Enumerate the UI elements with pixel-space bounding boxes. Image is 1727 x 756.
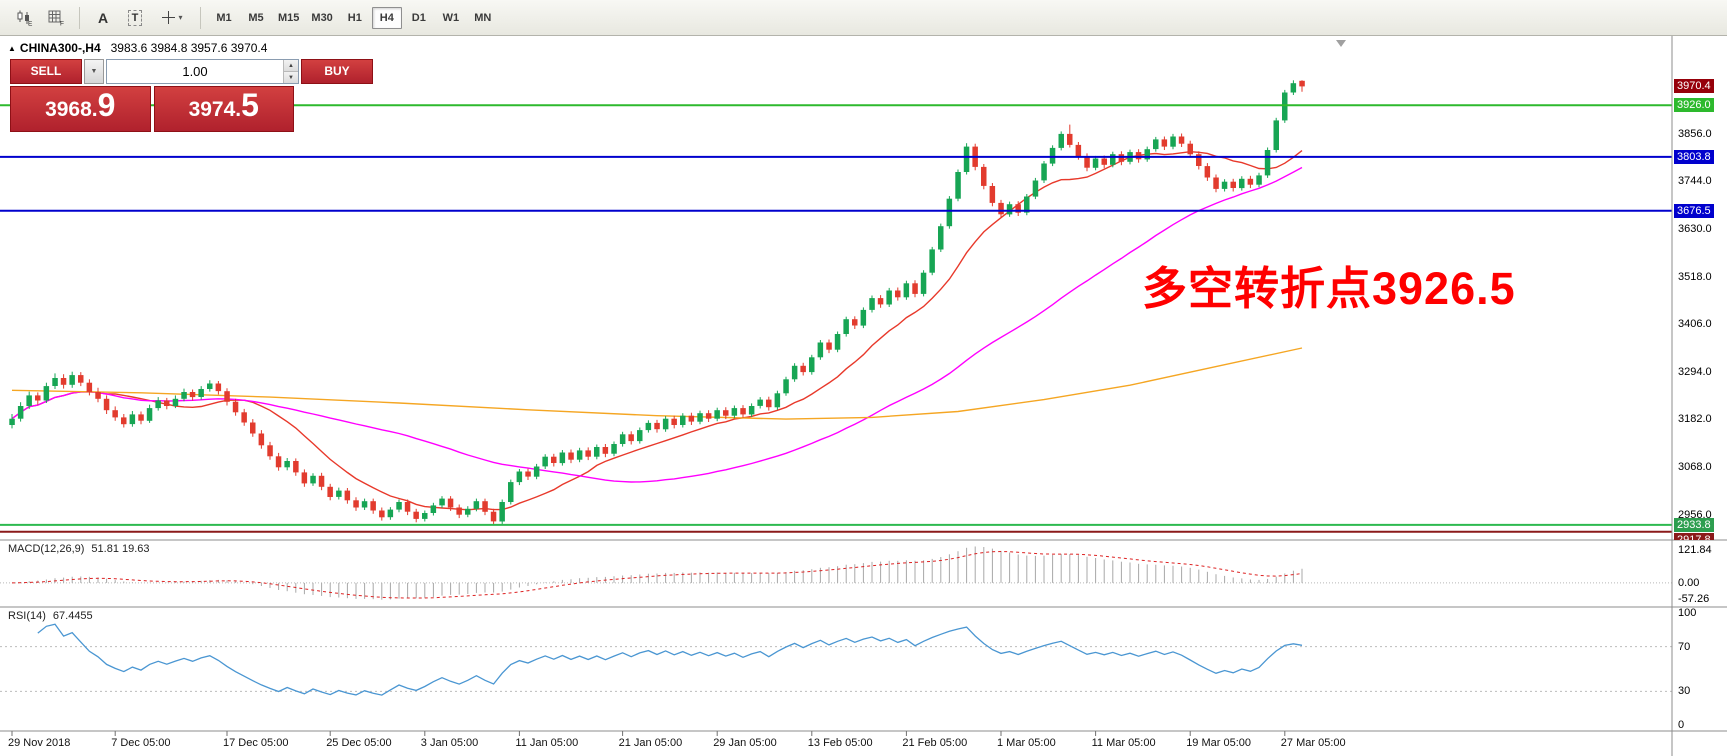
time-axis-label: 3 Jan 05:00: [420, 737, 479, 749]
price-scale[interactable]: 3856.0 3744.0 3630.0 3518.0 3406.0 3294.0 3182…: [1673, 0, 1727, 756]
price-scale-label: 3630.0: [1678, 223, 1712, 236]
buy-button[interactable]: BUY: [301, 59, 373, 84]
rsi-scale-label: 0: [1678, 719, 1685, 731]
timeframe-button-m30[interactable]: M30: [311, 11, 333, 24]
candlestick-chart-icon: E: [17, 10, 33, 27]
time-axis-label: 17 Dec 05:00: [223, 737, 289, 749]
macd-values: 51.81 19.63: [91, 543, 150, 555]
price-scale-main: 3856.0 3744.0 3630.0 3518.0 3406.0 3294.0 3182…: [1673, 36, 1727, 540]
volume-input[interactable]: [107, 60, 283, 83]
price-line-badge: 3803.8: [1674, 149, 1714, 164]
sell-price-main: 3968.: [45, 98, 98, 121]
time-axis-label: 29 Nov 2018: [8, 737, 71, 749]
time-axis-label: 11 Jan 05:00: [515, 737, 579, 749]
price-line-badge: 3926.0: [1674, 98, 1714, 113]
price-line-badge: 2917.8: [1674, 532, 1714, 540]
price-line-badge: 2933.8: [1674, 517, 1714, 532]
sell-price-box[interactable]: 3968. 9: [10, 86, 151, 132]
time-axis-label: 1 Mar 05:00: [997, 737, 1056, 749]
crosshair-icon-button[interactable]: ▾: [152, 5, 192, 31]
macd-scale-label: 121.84: [1678, 543, 1712, 556]
timeframe-button-mn[interactable]: MN: [474, 11, 492, 24]
rsi-value: 67.4455: [52, 610, 93, 622]
toolbar-separator: [200, 6, 201, 29]
macd-scale-label: 0.00: [1678, 576, 1700, 589]
font-icon-button[interactable]: A: [88, 5, 118, 31]
time-axis-label: 13 Feb 05:00: [807, 737, 873, 749]
macd-name: MACD(12,26,9): [8, 543, 85, 555]
text-tool-icon: T: [127, 9, 143, 26]
price-scale-label: 3406.0: [1678, 318, 1712, 331]
time-axis[interactable]: 29 Nov 2018 7 Dec 05:00 17 Dec 05:00 25 Dec…: [0, 732, 1672, 756]
text-tool-icon-button[interactable]: T: [120, 5, 150, 31]
volume-dropdown-button[interactable]: ▼: [84, 59, 104, 84]
price-scale-label: 3294.0: [1678, 365, 1712, 378]
chart-grid-icon: F: [48, 10, 64, 27]
time-axis-label: 25 Dec 05:00: [326, 737, 392, 749]
svg-text:F: F: [60, 21, 64, 27]
price-scale-label: 3744.0: [1678, 175, 1712, 188]
buy-price-pip: 5: [241, 87, 259, 123]
price-line-badge: 3970.4: [1674, 79, 1714, 94]
macd-panel-label: MACD(12,26,9) 51.81 19.63: [8, 543, 150, 555]
time-axis-label: 19 Mar 05:00: [1186, 737, 1252, 749]
symbol-period-label: CHINA300-,H4: [19, 41, 101, 55]
timeframe-button-m5[interactable]: M5: [248, 11, 264, 24]
volume-increase-button[interactable]: ▲: [284, 60, 298, 72]
time-axis-label: 21 Jan 05:00: [618, 737, 683, 749]
rsi-scale-label: 70: [1678, 640, 1691, 653]
chevron-down-icon: ▾: [178, 13, 183, 22]
time-axis-label: 29 Jan 05:00: [713, 737, 777, 749]
sell-price-pip: 9: [97, 87, 116, 123]
price-line-badge: 3676.5: [1674, 203, 1714, 218]
price-scale-label: 3182.0: [1678, 412, 1712, 425]
chart-grid-icon-button[interactable]: F: [41, 5, 71, 31]
volume-input-wrap: ▲ ▼: [106, 59, 299, 84]
buy-price-main: 3974.: [188, 98, 242, 121]
volume-decrease-button[interactable]: ▼: [284, 72, 298, 83]
timeframe-button-w1[interactable]: W1: [442, 11, 460, 24]
timeframe-button-h1[interactable]: H1: [347, 11, 362, 24]
timeframe-button-m15[interactable]: M15: [278, 11, 300, 24]
candlestick-chart-icon-button[interactable]: E: [9, 5, 39, 31]
toolbar-separator: [79, 6, 80, 29]
crosshair-icon: [162, 11, 176, 24]
rsi-panel-label: RSI(14) 67.4455: [8, 610, 93, 622]
price-scale-label: 2956.0: [1678, 508, 1712, 521]
timeframe-group: M1 M5 M15 M30 H1 H4 D1 W1 MN: [208, 6, 499, 29]
rsi-name: RSI(14): [8, 610, 46, 622]
rsi-scale-label: 30: [1678, 685, 1691, 698]
buy-price-box[interactable]: 3974. 5: [153, 86, 294, 132]
one-click-trading-panel: SELL ▼ ▲ ▼ BUY 3968.9 3974.5: [10, 59, 373, 132]
time-axis-label: 11 Mar 05:00: [1091, 737, 1156, 749]
ohlc-values-label: 3983.6 3984.8 3957.6 3970.4: [110, 41, 268, 55]
volume-spinner: ▲ ▼: [283, 60, 298, 83]
timeframe-button-h4[interactable]: H4: [371, 6, 402, 29]
rsi-scale-label: 100: [1678, 607, 1697, 619]
timeframe-button-m1[interactable]: M1: [216, 11, 232, 24]
time-axis-label: 21 Feb 05:00: [902, 737, 968, 749]
price-scale-label: 3856.0: [1678, 127, 1712, 140]
toolbar: E F A T ▾ M1 M5 M15 M30 H1 H4 D1 W1 MN: [0, 0, 1727, 36]
chevron-down-icon: ▼: [90, 68, 98, 75]
price-scale-label: 3518.0: [1678, 270, 1712, 283]
time-axis-label: 7 Dec 05:00: [111, 737, 171, 749]
macd-scale-label: -57.26: [1678, 592, 1710, 605]
time-axis-label: 27 Mar 05:00: [1280, 737, 1346, 749]
collapse-trade-panel-icon[interactable]: ▲: [8, 44, 16, 53]
price-scale-label: 3068.0: [1678, 461, 1712, 474]
timeframe-button-d1[interactable]: D1: [411, 11, 426, 24]
chart-header: ▲ CHINA300-,H4 3983.6 3984.8 3957.6 3970.4: [8, 41, 267, 55]
chart-annotation-text: 多空转折点3926.5: [1142, 263, 1516, 314]
font-icon: A: [97, 9, 109, 26]
svg-text:E: E: [28, 21, 33, 27]
sell-button[interactable]: SELL: [10, 59, 82, 84]
